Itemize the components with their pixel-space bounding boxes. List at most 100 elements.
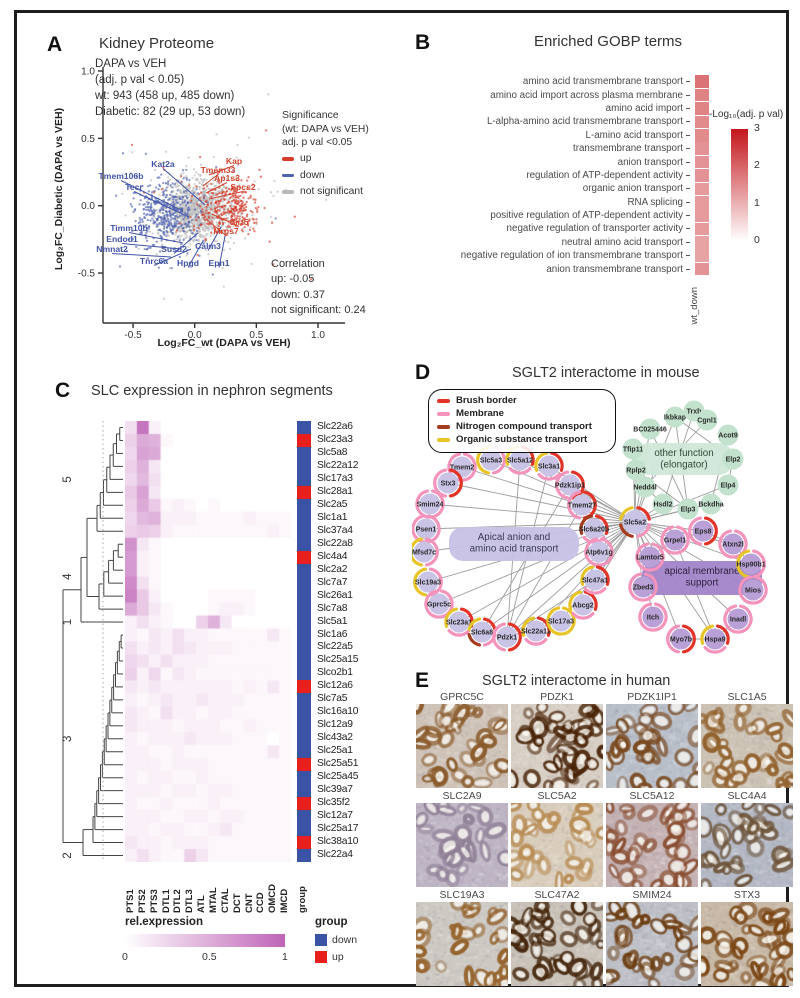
network-node: Pdzk1 bbox=[492, 622, 522, 652]
network-node-label: Inadl bbox=[730, 617, 746, 624]
y-tick-label: 0.5 bbox=[81, 134, 95, 145]
legend-marker bbox=[282, 157, 294, 161]
network-node: Myo7b bbox=[666, 624, 696, 654]
segment-column-label: PTS3 bbox=[148, 889, 160, 913]
svg-text:other function: other function bbox=[654, 448, 713, 459]
group-cell bbox=[297, 719, 311, 733]
gobp-heat-cell bbox=[695, 155, 709, 169]
ihc-image bbox=[511, 803, 603, 887]
network-node: Slc47a1 bbox=[580, 565, 610, 595]
network-node: Bckdha bbox=[698, 493, 724, 515]
gene-label: Mrps7 bbox=[213, 226, 239, 236]
ihc-image bbox=[511, 704, 603, 788]
segment-column-label: MTAL bbox=[208, 887, 219, 913]
network-node-label: BC025446 bbox=[633, 427, 667, 434]
network-node: Eps8 bbox=[688, 516, 718, 546]
group-cell bbox=[297, 836, 311, 849]
legend-item-label: down bbox=[300, 169, 325, 181]
gene-label: Tnrc6a bbox=[140, 256, 168, 266]
ihc-tile-label: STX3 bbox=[733, 889, 761, 901]
network-node: Ikbkap bbox=[664, 406, 686, 428]
segment-column-label: ATL bbox=[196, 895, 208, 913]
network-node-label: Elp2 bbox=[726, 457, 741, 464]
network-node-label: Slc6a8 bbox=[471, 630, 493, 637]
gene-row-label: Slc22a12 bbox=[317, 459, 359, 471]
group-cell bbox=[297, 563, 311, 577]
ihc-tile-label: SLC4A4 bbox=[727, 790, 767, 802]
segment-column-label: CCD bbox=[255, 892, 267, 913]
group-cell bbox=[297, 498, 311, 512]
network-node-label: Slc5a3 bbox=[480, 458, 502, 465]
gene-row-label: Slc26a1 bbox=[317, 589, 353, 601]
gobp-term-row: amino acid transmembrane transport bbox=[417, 75, 709, 88]
network-node-label: Slc5a12 bbox=[507, 458, 533, 465]
network-node: Elp3 bbox=[677, 498, 699, 520]
gobp-heat-cell bbox=[695, 262, 709, 276]
gobp-heat-cell bbox=[695, 75, 709, 88]
network-node-label: Slc5a2 bbox=[624, 520, 646, 527]
network-node-label: Pdzk1ip1 bbox=[555, 483, 585, 490]
svg-text:(elongator): (elongator) bbox=[660, 460, 707, 471]
panel-a-label: A bbox=[47, 33, 63, 56]
colorbar-title: -Log₁₀(adj. p val) bbox=[709, 109, 784, 120]
gene-row-label: Slc12a9 bbox=[317, 719, 353, 731]
network-node-label: Slc23a1 bbox=[446, 620, 472, 627]
svg-text:Apical anion and: Apical anion and bbox=[478, 532, 550, 543]
group-cell bbox=[297, 550, 311, 564]
ihc-image bbox=[701, 902, 793, 986]
y-tick-label: 0.0 bbox=[81, 201, 95, 212]
network-node-label: Psen1 bbox=[416, 527, 437, 534]
gene-label: Epn1 bbox=[208, 258, 229, 268]
gene-row-label: Slc28a1 bbox=[317, 485, 353, 497]
gene-row-label: Slc7a7 bbox=[317, 576, 348, 588]
gobp-heat-cell bbox=[695, 142, 709, 155]
gene-row-label: Slco2b1 bbox=[317, 667, 353, 679]
gene-row-label: Slc22a6 bbox=[317, 421, 353, 432]
x-tick-label: 1.0 bbox=[311, 330, 325, 341]
ihc-image bbox=[606, 704, 698, 788]
comparison-stats: DAPA vs VEH (adj. p val < 0.05) wt: 943 … bbox=[95, 57, 245, 120]
gobp-term-row: negative regulation of transporter activ… bbox=[417, 222, 709, 236]
axis-tick bbox=[686, 188, 690, 190]
gobp-term-label: amino acid import across plasma membrane bbox=[490, 89, 683, 101]
gobp-term-row: anion transmembrane transport bbox=[417, 262, 709, 276]
gene-row-label: Slc23a3 bbox=[317, 433, 353, 445]
panel-d-label: D bbox=[415, 361, 431, 384]
gene-row-label: Slc25a45 bbox=[317, 771, 359, 783]
gobp-heat-cell bbox=[695, 128, 709, 142]
cluster-number: 4 bbox=[62, 573, 74, 580]
correlation-stats: Correlation up: -0.05 down: 0.37 not signi… bbox=[271, 257, 366, 319]
panel-c-slc-expression: 5 4 1 3 2 C SLC expression in nephron segmen… bbox=[47, 373, 409, 998]
figure-frame: -0.5 0.0 0.5 1.0 1.0 0.5 0.0 -0.5 Kat2a Tmem106b T… bbox=[14, 10, 793, 987]
colorbar-tick-label: 0 bbox=[754, 234, 760, 246]
legend-items: up down not significant bbox=[282, 152, 369, 198]
gene-row-label: Slc4a4 bbox=[317, 550, 348, 562]
volcano-scatter-plot: -0.5 0.0 0.5 1.01.00.50.0-0.5Kat2aTmem106bT… bbox=[78, 67, 345, 341]
gobp-heat-cell bbox=[695, 209, 709, 222]
gobp-term-list: amino acid transmembrane transport amino … bbox=[417, 75, 709, 276]
expression-legend-title: rel.expression bbox=[125, 916, 203, 928]
x-tick-label: 0.5 bbox=[249, 330, 263, 341]
network-node: Abcg2 bbox=[568, 590, 598, 620]
legend-item: up bbox=[282, 152, 369, 165]
cluster-number: 2 bbox=[62, 852, 74, 858]
group-cell bbox=[297, 823, 311, 836]
gobp-heat-cell bbox=[695, 169, 709, 182]
axis-tick bbox=[686, 81, 690, 83]
gobp-term-label: positive regulation of ATP-dependent act… bbox=[490, 210, 683, 222]
svg-text:amino acid transport: amino acid transport bbox=[470, 544, 559, 555]
network-node-label: Mios bbox=[745, 588, 761, 595]
stats-line: Diabetic: 82 (29 up, 53 down) bbox=[95, 105, 246, 118]
ihc-image bbox=[416, 704, 508, 788]
legend-item: not significant bbox=[282, 185, 369, 198]
gene-row-label: Slc25a17 bbox=[317, 823, 359, 835]
network-node-label: Stx3 bbox=[441, 481, 456, 488]
segment-column-label: DCT bbox=[231, 893, 243, 913]
network-node: Elp4 bbox=[717, 474, 739, 496]
network-node: Slc6a8 bbox=[467, 617, 497, 647]
axis-tick bbox=[686, 121, 690, 123]
gene-row-label: Slc2a2 bbox=[317, 563, 348, 575]
gene-row-label: Slc25a15 bbox=[317, 654, 359, 666]
panel-b-title: Enriched GOBP terms bbox=[533, 33, 683, 50]
group-cell bbox=[297, 589, 311, 603]
